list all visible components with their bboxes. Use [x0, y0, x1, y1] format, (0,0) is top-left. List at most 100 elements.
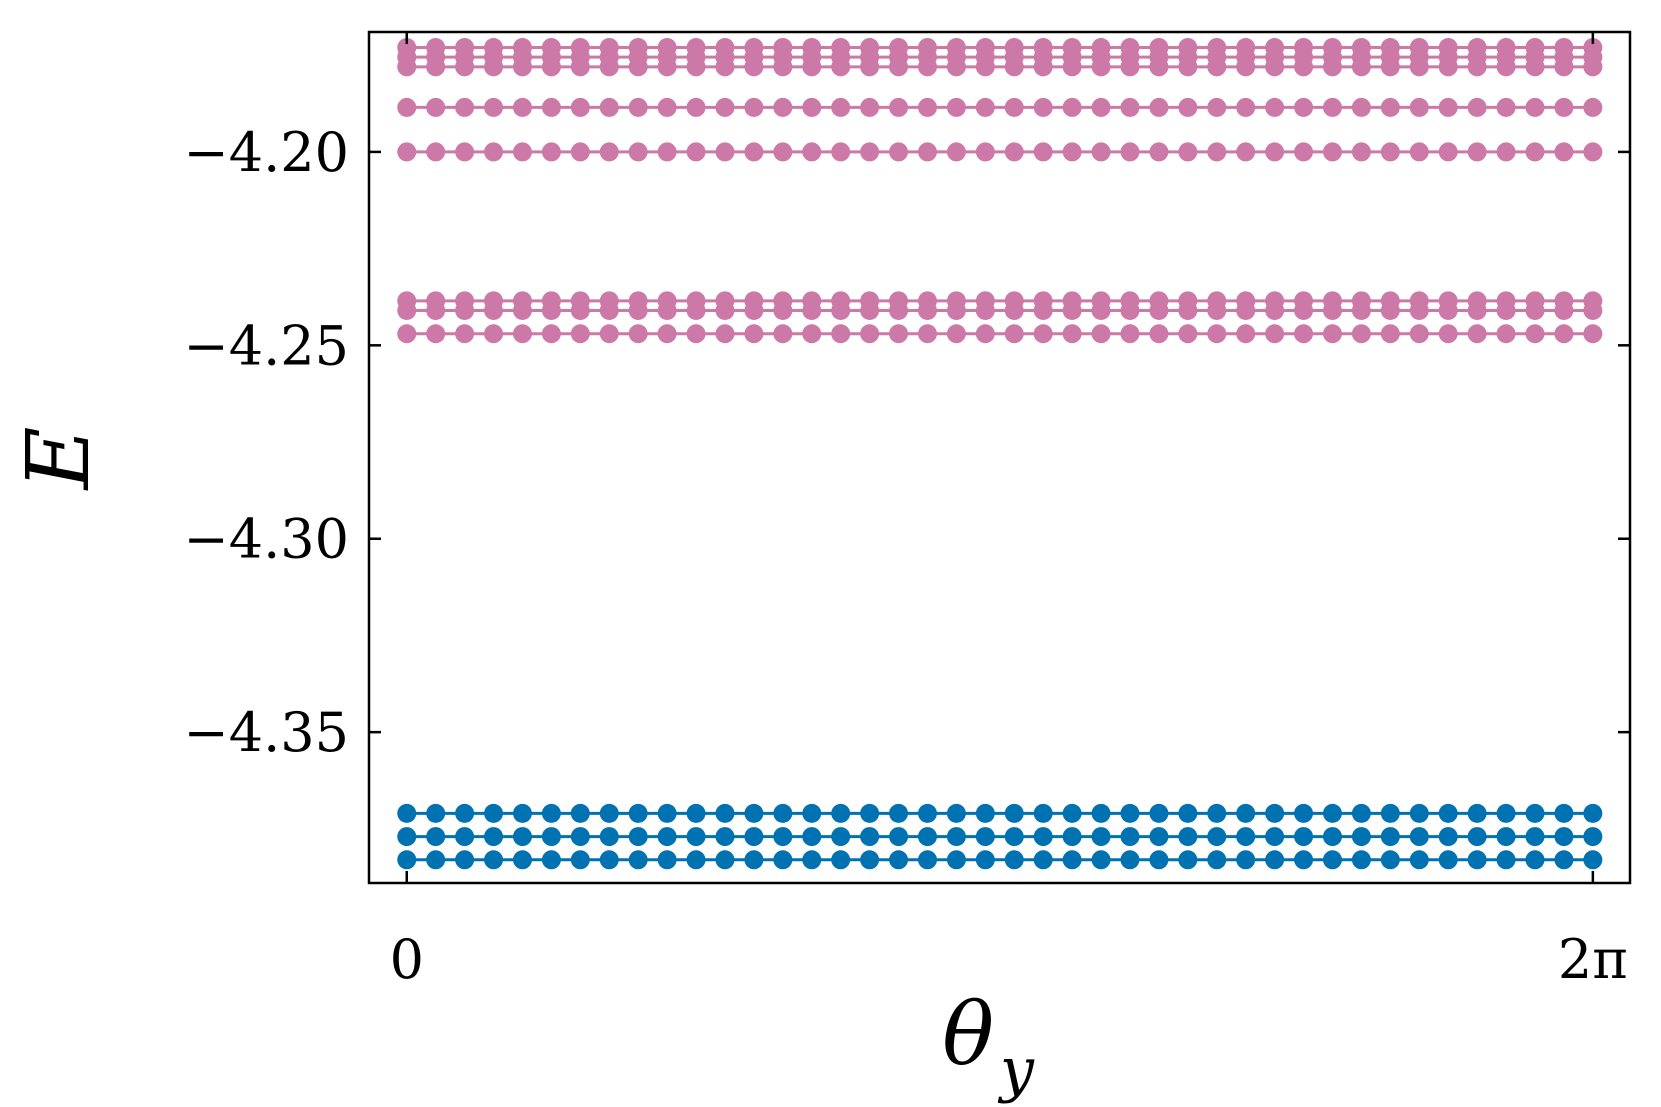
y-axis-label: E: [9, 427, 109, 492]
data-point: [975, 827, 995, 847]
data-point: [1004, 324, 1024, 344]
data-point: [1409, 324, 1429, 344]
x-axis-label: θ: [942, 985, 994, 1085]
data-point: [628, 324, 648, 344]
data-point: [657, 850, 677, 870]
data-point: [917, 827, 937, 847]
data-point: [1091, 803, 1111, 823]
data-point: [1525, 803, 1545, 823]
data-point: [1120, 850, 1140, 870]
plot-frame: [367, 30, 1632, 885]
data-point: [484, 301, 504, 321]
data-point: [889, 850, 909, 870]
data-point: [1351, 803, 1371, 823]
data-point: [628, 803, 648, 823]
data-point: [426, 324, 446, 344]
data-point: [802, 324, 822, 344]
series-upper-7: [397, 324, 1603, 344]
data-point: [628, 97, 648, 117]
data-point: [484, 57, 504, 77]
data-point: [1525, 97, 1545, 117]
data-point: [715, 97, 735, 117]
data-point: [484, 850, 504, 870]
data-point: [1583, 301, 1603, 321]
data-point: [917, 97, 937, 117]
data-point: [1265, 301, 1285, 321]
data-point: [628, 301, 648, 321]
data-point: [1583, 827, 1603, 847]
data-point: [1496, 850, 1516, 870]
data-point: [686, 57, 706, 77]
data-point: [599, 142, 619, 162]
data-point: [1207, 301, 1227, 321]
data-point: [1525, 301, 1545, 321]
data-point: [831, 827, 851, 847]
data-point: [1294, 57, 1314, 77]
data-point: [1583, 803, 1603, 823]
data-point: [570, 850, 590, 870]
data-point: [1438, 803, 1458, 823]
data-point: [1265, 142, 1285, 162]
data-point: [1380, 803, 1400, 823]
data-point: [512, 803, 532, 823]
data-point: [1380, 57, 1400, 77]
data-point: [1149, 97, 1169, 117]
data-point: [946, 850, 966, 870]
data-point: [860, 57, 880, 77]
data-point: [1265, 57, 1285, 77]
data-point: [686, 142, 706, 162]
data-point: [1438, 57, 1458, 77]
data-point: [455, 827, 475, 847]
data-point: [397, 97, 417, 117]
data-point: [541, 850, 561, 870]
data-point: [831, 301, 851, 321]
data-point: [1207, 850, 1227, 870]
x-axis-label-subscript: y: [997, 1035, 1035, 1105]
data-point: [1322, 142, 1342, 162]
data-point: [1294, 850, 1314, 870]
data-point: [599, 850, 619, 870]
data-point: [1149, 142, 1169, 162]
data-point: [541, 142, 561, 162]
data-point: [1265, 803, 1285, 823]
data-point: [744, 57, 764, 77]
data-point: [744, 301, 764, 321]
y-tick-label: −4.20: [184, 121, 349, 184]
data-point: [541, 97, 561, 117]
data-point: [1294, 803, 1314, 823]
data-point: [628, 827, 648, 847]
data-point: [1178, 97, 1198, 117]
data-point: [426, 57, 446, 77]
data-point: [802, 97, 822, 117]
data-point: [1207, 142, 1227, 162]
data-point: [1438, 142, 1458, 162]
series-lower-10: [397, 850, 1603, 870]
data-point: [917, 803, 937, 823]
data-point: [1496, 803, 1516, 823]
data-point: [1062, 803, 1082, 823]
data-point: [773, 301, 793, 321]
data-point: [1236, 301, 1256, 321]
data-point: [1033, 142, 1053, 162]
data-point: [1583, 57, 1603, 77]
data-point: [426, 803, 446, 823]
data-point: [599, 97, 619, 117]
data-point: [1033, 850, 1053, 870]
data-point: [455, 850, 475, 870]
data-point: [1265, 97, 1285, 117]
data-point: [715, 324, 735, 344]
data-point: [1091, 324, 1111, 344]
data-point: [1207, 803, 1227, 823]
data-point: [1409, 57, 1429, 77]
data-point: [1178, 803, 1198, 823]
data-point: [1004, 803, 1024, 823]
data-point: [1409, 301, 1429, 321]
data-point: [1409, 97, 1429, 117]
data-point: [860, 97, 880, 117]
data-point: [744, 803, 764, 823]
data-point: [946, 57, 966, 77]
data-point: [484, 324, 504, 344]
data-point: [484, 142, 504, 162]
data-point: [1322, 97, 1342, 117]
